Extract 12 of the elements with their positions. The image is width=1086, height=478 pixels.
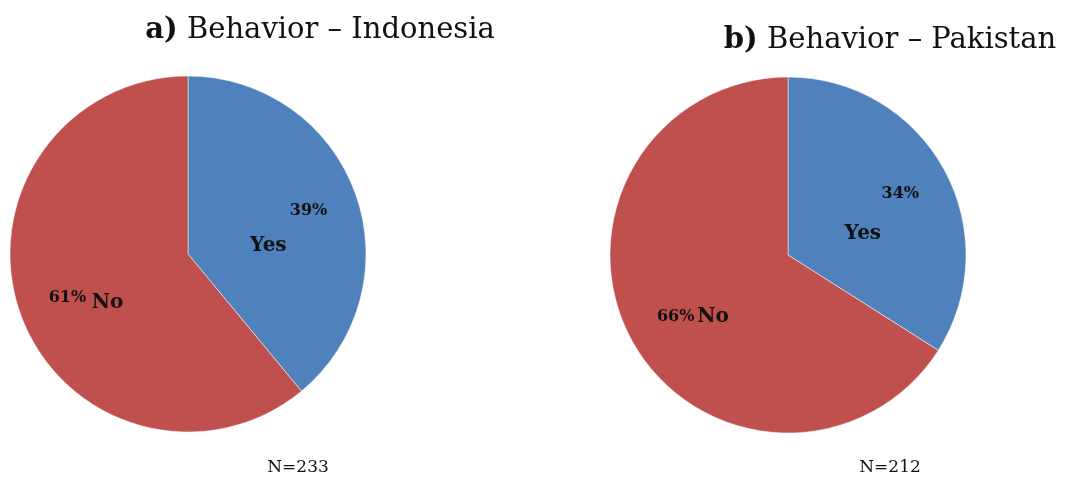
data-label: 34%	[881, 182, 920, 202]
data-label: 61%	[48, 286, 87, 306]
text: N=212	[859, 456, 921, 476]
text: N=233	[267, 456, 329, 476]
data-label: 66%	[656, 306, 695, 326]
chart-title: a) Behavior – Indonesia	[145, 11, 495, 45]
slice-label: No	[697, 302, 729, 327]
slice-label: Yes	[249, 231, 287, 256]
chart-title: b) Behavior – Pakistan	[723, 21, 1057, 55]
slice-label: No	[91, 289, 124, 314]
slice-label: Yes	[843, 220, 882, 245]
data-label: 39%	[289, 200, 328, 220]
